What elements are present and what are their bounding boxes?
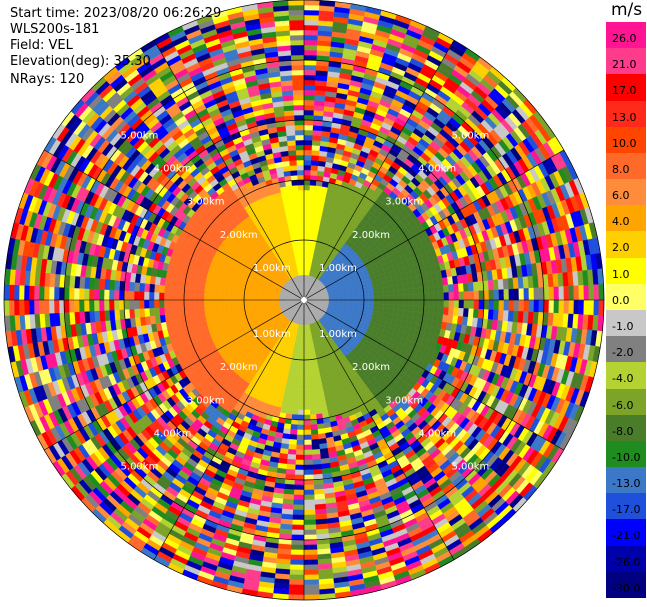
colorbar-tick-label: 17.0 [612,84,637,98]
colorbar-segment [606,257,646,285]
colorbar-unit: m/s [611,0,643,20]
colorbar-segment [606,493,646,520]
colorbar-tick-label: -2.0 [612,346,634,360]
field-label: Field: VEL [10,38,73,53]
velocity-colorbar [606,22,646,599]
colorbar-segment [606,152,646,180]
colorbar-segment [606,467,646,494]
ring-label: 3.00km [187,395,225,406]
colorbar-tick-label: 21.0 [612,58,637,72]
azimuth-line [303,149,564,301]
colorbar-segment [606,336,646,363]
azimuth-line [153,40,305,301]
colorbar-tick-label: -26.0 [612,555,641,569]
colorbar-segment [606,205,646,232]
colorbar-segment [606,100,646,128]
ring-label: 4.00km [418,164,456,175]
ring-label: 3.00km [187,197,225,208]
colorbar-tick-label: 8.0 [612,162,630,176]
colorbar-tick-label: 10.0 [612,136,637,150]
colorbar-tick-label: 1.0 [612,267,630,281]
colorbar-segment [606,571,646,599]
colorbar-tick-label: -10.0 [612,450,641,464]
ppi-scan-plot: 1.00km 1.00km 1.00km 1.00km 2.00km 2.00km 2.00… [3,0,605,601]
ring-label: 2.00km [352,230,390,241]
ring-label: 1.00km [253,263,291,274]
ring-label: 1.00km [319,263,357,274]
colorbar-tick-label: -4.0 [612,372,634,386]
colorbar-tick-label: -1.0 [612,320,634,333]
ring-label: 5.00km [451,131,489,142]
colorbar-tick-label: -21.0 [612,529,641,543]
azimuth-line [303,40,455,301]
ring-label: 2.00km [220,362,258,373]
colorbar-tick-label: 13.0 [612,110,637,124]
ring-label: 5.00km [451,461,489,472]
ring-label: 3.00km [385,395,423,406]
colorbar-segment [606,126,646,154]
colorbar-segment [606,388,646,416]
colorbar-segment [606,283,646,311]
colorbar-segment [606,362,646,390]
colorbar-segment [606,231,646,259]
colorbar-tick-label: 6.0 [612,189,630,203]
colorbar-segment [606,545,646,573]
colorbar-tick-label: -30.0 [612,581,641,595]
colorbar-segment [606,414,646,442]
radar-center [301,297,307,303]
ring-label: 4.00km [154,164,192,175]
ring-label: 2.00km [352,362,390,373]
ring-label: 5.00km [121,131,159,142]
colorbar-segment [606,440,646,468]
nrays-label: NRays: 120 [10,72,85,87]
ring-label: 1.00km [319,329,357,340]
radar-name-label: WLS200s-181 [10,22,100,37]
azimuth-line [44,299,305,451]
range-rings [3,0,605,601]
colorbar-segment [606,519,646,547]
colorbar-tick-label: -13.0 [612,477,641,491]
colorbar-segment [606,179,646,206]
colorbar-segment [606,48,646,75]
ring-label: 3.00km [385,197,423,208]
azimuth-line [153,299,305,560]
colorbar-tick-label: -6.0 [612,398,634,412]
colorbar-tick-label: -8.0 [612,424,634,438]
ring-label: 5.00km [121,461,159,472]
ring-label: 4.00km [418,428,456,439]
colorbar-segment [606,22,646,49]
colorbar-tick-label: 26.0 [612,32,637,45]
colorbar-tick-label: 2.0 [612,241,630,255]
colorbar-tick-label: -17.0 [612,503,641,517]
ring-label: 1.00km [253,329,291,340]
colorbar-tick-label: 0.0 [612,293,630,307]
start-time-label: Start time: 2023/08/20 06:26:29 [10,6,222,21]
radar-gates [3,0,605,601]
colorbar-tick-label: 4.0 [612,215,630,229]
azimuth-line [303,299,455,560]
elevation-label: Elevation(deg): 35.30 [10,54,151,69]
ring-label: 4.00km [154,428,192,439]
colorbar-segment [606,310,646,337]
colorbar-segment [606,74,646,102]
ring-labels: 1.00km 1.00km 1.00km 1.00km 2.00km 2.00km 2.00… [121,131,490,473]
azimuth-line [303,299,564,451]
ring-label: 2.00km [220,230,258,241]
azimuth-line [44,149,305,301]
